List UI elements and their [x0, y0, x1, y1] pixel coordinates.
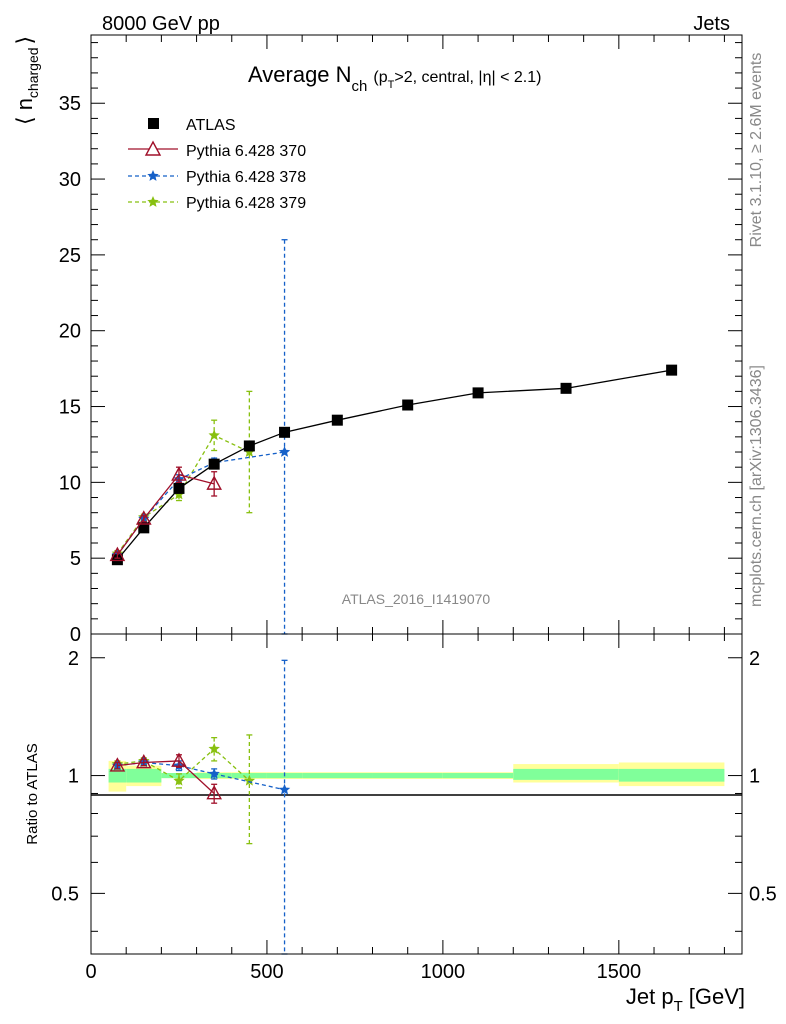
- ratio-pythia370-point: [135, 754, 152, 769]
- legend: ATLAS Pythia 6.428 370 Pythia 6.428 378 …: [128, 117, 306, 212]
- atlas-point: [208, 458, 220, 470]
- ratio-pythia378-point: [278, 783, 291, 795]
- legend-label-379: Pythia 6.428 379: [186, 195, 306, 212]
- legend-marker-atlas: [148, 118, 159, 129]
- y-tick-label: 35: [59, 93, 81, 115]
- y-tick-label: 1: [68, 766, 79, 788]
- header-left: 8000 GeV pp: [102, 13, 220, 35]
- pythia370-point: [135, 510, 152, 525]
- y-tick-label: 0.5: [51, 883, 79, 905]
- ratio-pythia379-point: [173, 774, 185, 786]
- ratio-pythia378-point: [208, 767, 220, 779]
- ratio-pythia370-point: [109, 757, 126, 772]
- ratio-pythia379-point: [243, 774, 256, 786]
- pythia378-line: [116, 451, 285, 556]
- y-tick-label: 5: [70, 548, 81, 570]
- x-tick-label: 1500: [597, 961, 642, 983]
- atlas-point: [331, 414, 343, 426]
- legend-marker-378: [147, 170, 159, 181]
- pythia370-point: [206, 475, 222, 490]
- y-tick-label: 20: [59, 321, 81, 343]
- analysis-watermark: ATLAS_2016_I1419070: [342, 591, 491, 607]
- plot-title: Average Nch(pT>2, central, |η| < 2.1): [248, 62, 541, 95]
- legend-label-378: Pythia 6.428 378: [186, 169, 306, 186]
- ratio-pythia370-line: [117, 760, 215, 794]
- ratio-band-inner: [513, 768, 619, 780]
- ratio-ylabel: Ratio to ATLAS: [24, 743, 41, 844]
- pythia378-point: [278, 446, 291, 457]
- mcplots-label: mcplots.cern.ch [arXiv:1306.3436]: [748, 365, 765, 607]
- ratio-band-inner: [302, 773, 373, 779]
- rivet-label: Rivet 3.1.10, ≥ 2.6M events: [748, 53, 765, 248]
- ratio-pythia379-point: [208, 742, 220, 754]
- y-tick-label: 0.5: [749, 883, 777, 905]
- ratio-pythia370-point: [171, 752, 187, 767]
- y-tick-label: 1: [749, 766, 760, 788]
- pythia370-line: [116, 474, 215, 556]
- atlas-point: [111, 554, 123, 566]
- y-tick-label: 2: [749, 648, 760, 670]
- ratio-pythia370-point: [206, 785, 222, 800]
- ratio-band-inner: [618, 768, 725, 782]
- ratio-panel: 0 500 1000 1500 0.5 0.5 1 1 2 2 Ratio to ATLAS Je…: [24, 633, 777, 1015]
- y-tick-label: 25: [59, 245, 81, 267]
- y-tick-label: 0: [70, 624, 81, 646]
- pythia370-point: [109, 546, 126, 562]
- atlas-point: [472, 387, 484, 399]
- ratio-frame: [90, 633, 743, 955]
- atlas-point: [666, 364, 678, 376]
- header-right: Jets: [693, 13, 730, 35]
- legend-label-370: Pythia 6.428 370: [186, 143, 306, 160]
- atlas-point: [138, 522, 150, 534]
- atlas-point: [279, 426, 291, 438]
- y-tick-label: 10: [59, 472, 81, 494]
- ratio-band-inner: [442, 773, 514, 779]
- atlas-line: [116, 369, 672, 561]
- legend-marker-379: [147, 196, 159, 207]
- x-tick-label: 1000: [421, 961, 466, 983]
- x-tick-label: 500: [250, 961, 283, 983]
- atlas-point: [402, 399, 414, 411]
- y-tick-label: 15: [59, 397, 81, 419]
- xlabel: Jet pT [GeV]: [626, 984, 745, 1015]
- main-panel: 0 5 10 15 20 25 30 35 Average Nch(pT>2, central…: [12, 34, 743, 646]
- y-tick-label: 30: [59, 169, 81, 191]
- pythia379-point: [208, 429, 220, 441]
- ratio-band-inner: [126, 768, 162, 783]
- y-tick-label: 2: [68, 648, 79, 670]
- atlas-point: [560, 382, 572, 394]
- legend-marker-370: [144, 140, 162, 156]
- atlas-point: [173, 482, 185, 494]
- pythia370-point: [171, 466, 187, 481]
- main-ylabel: ⟨ ncharged⟩: [12, 36, 41, 125]
- x-tick-label: 0: [85, 961, 96, 983]
- legend-label-atlas: ATLAS: [186, 117, 236, 134]
- atlas-point: [243, 440, 255, 452]
- ratio-band-inner: [108, 768, 127, 783]
- ratio-band-inner: [372, 773, 443, 779]
